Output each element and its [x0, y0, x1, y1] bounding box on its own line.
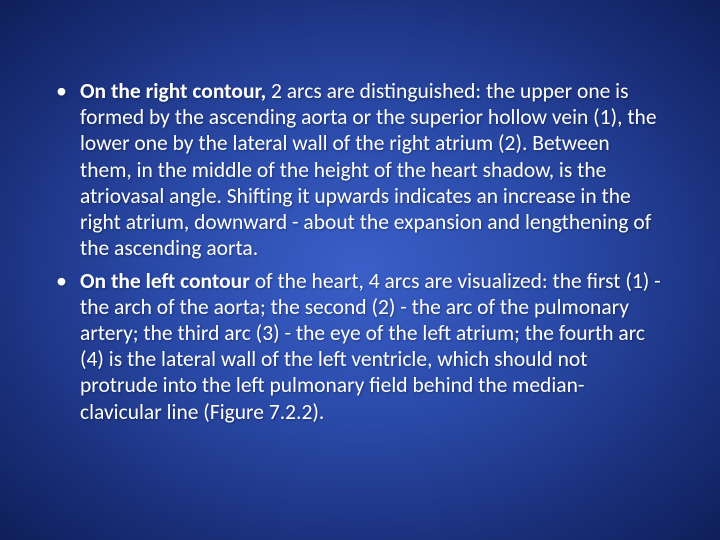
bullet-text: 2 arcs are distinguished: the upper one …: [80, 78, 657, 261]
bullet-lead: On the left contour: [80, 268, 250, 294]
list-item: On the left contour of the heart, 4 arcs…: [54, 268, 666, 425]
bullet-lead: On the right contour,: [80, 78, 266, 104]
bullet-list: On the right contour, 2 arcs are disting…: [54, 78, 666, 425]
list-item: On the right contour, 2 arcs are disting…: [54, 78, 666, 262]
